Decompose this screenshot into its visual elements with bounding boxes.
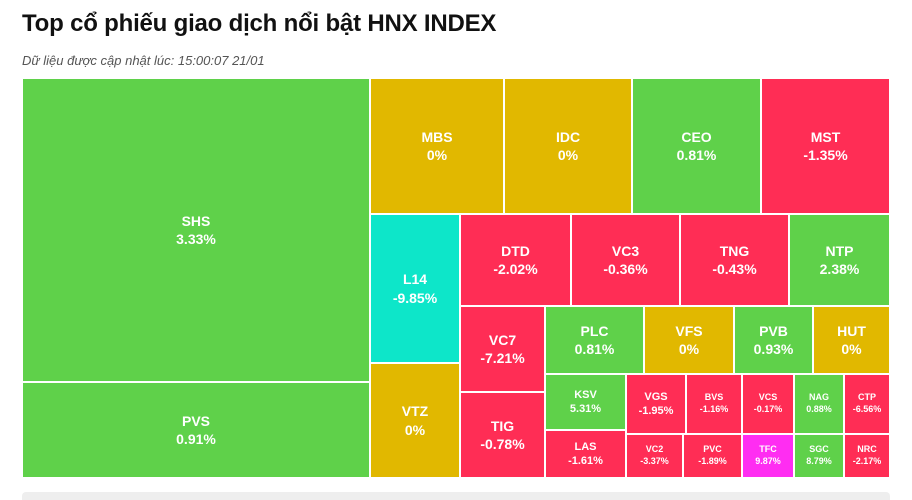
tile-symbol: PVB bbox=[759, 322, 788, 339]
tile-symbol: VC3 bbox=[611, 242, 640, 259]
tile-tng[interactable]: TNG -0.43% bbox=[680, 214, 789, 306]
tile-symbol: PVS bbox=[181, 412, 210, 429]
tile-mst[interactable]: MST -1.35% bbox=[761, 78, 890, 214]
tile-change: -1.89% bbox=[698, 456, 727, 466]
tile-change: -2.02% bbox=[493, 261, 538, 277]
tile-ntp[interactable]: NTP 2.38% bbox=[789, 214, 890, 306]
tile-symbol: L14 bbox=[402, 271, 428, 288]
tile-symbol: VGS bbox=[644, 390, 668, 403]
tile-tig[interactable]: TIG -0.78% bbox=[460, 392, 545, 478]
tile-symbol: KSV bbox=[574, 388, 597, 401]
tile-change: -7.21% bbox=[480, 350, 525, 366]
tile-idc[interactable]: IDC 0% bbox=[504, 78, 632, 214]
tile-hut[interactable]: HUT 0% bbox=[813, 306, 890, 374]
tile-symbol: MBS bbox=[421, 128, 453, 145]
tile-symbol: SHS bbox=[181, 212, 211, 229]
tile-symbol: TNG bbox=[719, 242, 750, 259]
tile-change: 0% bbox=[426, 147, 448, 163]
tile-symbol: DTD bbox=[501, 242, 530, 259]
tile-vgs[interactable]: VGS -1.95% bbox=[626, 374, 686, 434]
tile-ksv[interactable]: KSV 5.31% bbox=[545, 374, 626, 430]
tile-vc2[interactable]: VC2 -3.37% bbox=[626, 434, 683, 478]
tile-symbol: TIG bbox=[490, 417, 515, 434]
tile-change: -0.78% bbox=[480, 436, 525, 452]
tile-change: 0% bbox=[678, 341, 700, 357]
tile-nag[interactable]: NAG 0.88% bbox=[794, 374, 844, 434]
tile-ctp[interactable]: CTP -6.56% bbox=[844, 374, 890, 434]
tile-change: 0.93% bbox=[753, 341, 794, 357]
tile-change: 0% bbox=[404, 421, 426, 438]
tile-symbol: CEO bbox=[681, 128, 712, 145]
tile-change: 5.31% bbox=[569, 403, 602, 415]
tile-change: -0.43% bbox=[712, 261, 757, 277]
tile-change: -1.35% bbox=[803, 147, 848, 163]
tile-symbol: CTP bbox=[858, 392, 876, 403]
tile-symbol: VFS bbox=[675, 322, 703, 339]
tile-symbol: BVS bbox=[704, 392, 724, 403]
tile-change: -6.56% bbox=[852, 404, 882, 414]
tile-pvs[interactable]: PVS 0.91% bbox=[22, 382, 370, 478]
tile-mbs[interactable]: MBS 0% bbox=[370, 78, 504, 214]
tile-pvc[interactable]: PVC -1.89% bbox=[683, 434, 742, 478]
tile-symbol: PVC bbox=[703, 444, 722, 455]
tile-dtd[interactable]: DTD -2.02% bbox=[460, 214, 571, 306]
tile-change: 0.91% bbox=[176, 431, 216, 447]
tile-vc7[interactable]: VC7 -7.21% bbox=[460, 306, 545, 392]
tile-change: 0.88% bbox=[806, 404, 832, 414]
tile-ceo[interactable]: CEO 0.81% bbox=[632, 78, 761, 214]
tile-change: 8.79% bbox=[806, 456, 832, 466]
tile-change: 3.33% bbox=[176, 231, 216, 247]
tile-symbol: VC7 bbox=[488, 331, 517, 348]
tile-bvs[interactable]: BVS -1.16% bbox=[686, 374, 742, 434]
tile-symbol: IDC bbox=[555, 128, 581, 145]
tile-change: -0.36% bbox=[603, 261, 648, 277]
footer-panel bbox=[22, 492, 890, 500]
tile-symbol: MST bbox=[810, 128, 841, 145]
tile-vcs[interactable]: VCS -0.17% bbox=[742, 374, 794, 434]
tile-symbol: VC2 bbox=[645, 444, 664, 455]
tile-change: -1.95% bbox=[638, 405, 674, 417]
treemap: SHS 3.33% PVS 0.91% MBS 0% IDC 0% CEO 0.… bbox=[22, 78, 890, 478]
tile-symbol: LAS bbox=[574, 440, 597, 453]
tile-las[interactable]: LAS -1.61% bbox=[545, 430, 626, 478]
tile-plc[interactable]: PLC 0.81% bbox=[545, 306, 644, 374]
tile-change: -1.61% bbox=[568, 455, 603, 467]
tile-l14[interactable]: L14 -9.85% bbox=[370, 214, 460, 363]
tile-change: 9.87% bbox=[755, 456, 781, 466]
tile-symbol: NAG bbox=[809, 392, 829, 403]
tile-symbol: NTP bbox=[825, 242, 854, 259]
tile-change: 0% bbox=[557, 147, 579, 163]
tile-vtz[interactable]: VTZ 0% bbox=[370, 363, 460, 478]
tile-sgc[interactable]: SGC 8.79% bbox=[794, 434, 844, 478]
tile-change: 0.81% bbox=[676, 147, 717, 163]
tile-change: 2.38% bbox=[819, 261, 860, 277]
tile-symbol: TFC bbox=[759, 444, 777, 455]
tile-symbol: PLC bbox=[580, 322, 609, 339]
tile-change: -0.17% bbox=[753, 404, 783, 414]
tile-vc3[interactable]: VC3 -0.36% bbox=[571, 214, 680, 306]
tile-change: -1.16% bbox=[699, 404, 729, 414]
tile-symbol: NRC bbox=[857, 444, 877, 455]
tile-vfs[interactable]: VFS 0% bbox=[644, 306, 734, 374]
last-updated-text: Dữ liệu được cập nhật lúc: 15:00:07 21/0… bbox=[22, 53, 265, 68]
page-title: Top cổ phiếu giao dịch nổi bật HNX INDEX bbox=[22, 10, 497, 37]
tile-symbol: HUT bbox=[837, 322, 866, 339]
tile-change: -2.17% bbox=[852, 456, 882, 466]
tile-shs[interactable]: SHS 3.33% bbox=[22, 78, 370, 382]
tile-symbol: VCS bbox=[758, 392, 778, 403]
tile-nrc[interactable]: NRC -2.17% bbox=[844, 434, 890, 478]
tile-change: 0.81% bbox=[574, 341, 615, 357]
tile-change: -3.37% bbox=[640, 456, 669, 466]
tile-symbol: VTZ bbox=[401, 403, 429, 420]
tile-tfc[interactable]: TFC 9.87% bbox=[742, 434, 794, 478]
tile-change: -9.85% bbox=[392, 289, 438, 306]
tile-pvb[interactable]: PVB 0.93% bbox=[734, 306, 813, 374]
tile-symbol: SGC bbox=[809, 444, 829, 455]
tile-change: 0% bbox=[841, 341, 862, 357]
